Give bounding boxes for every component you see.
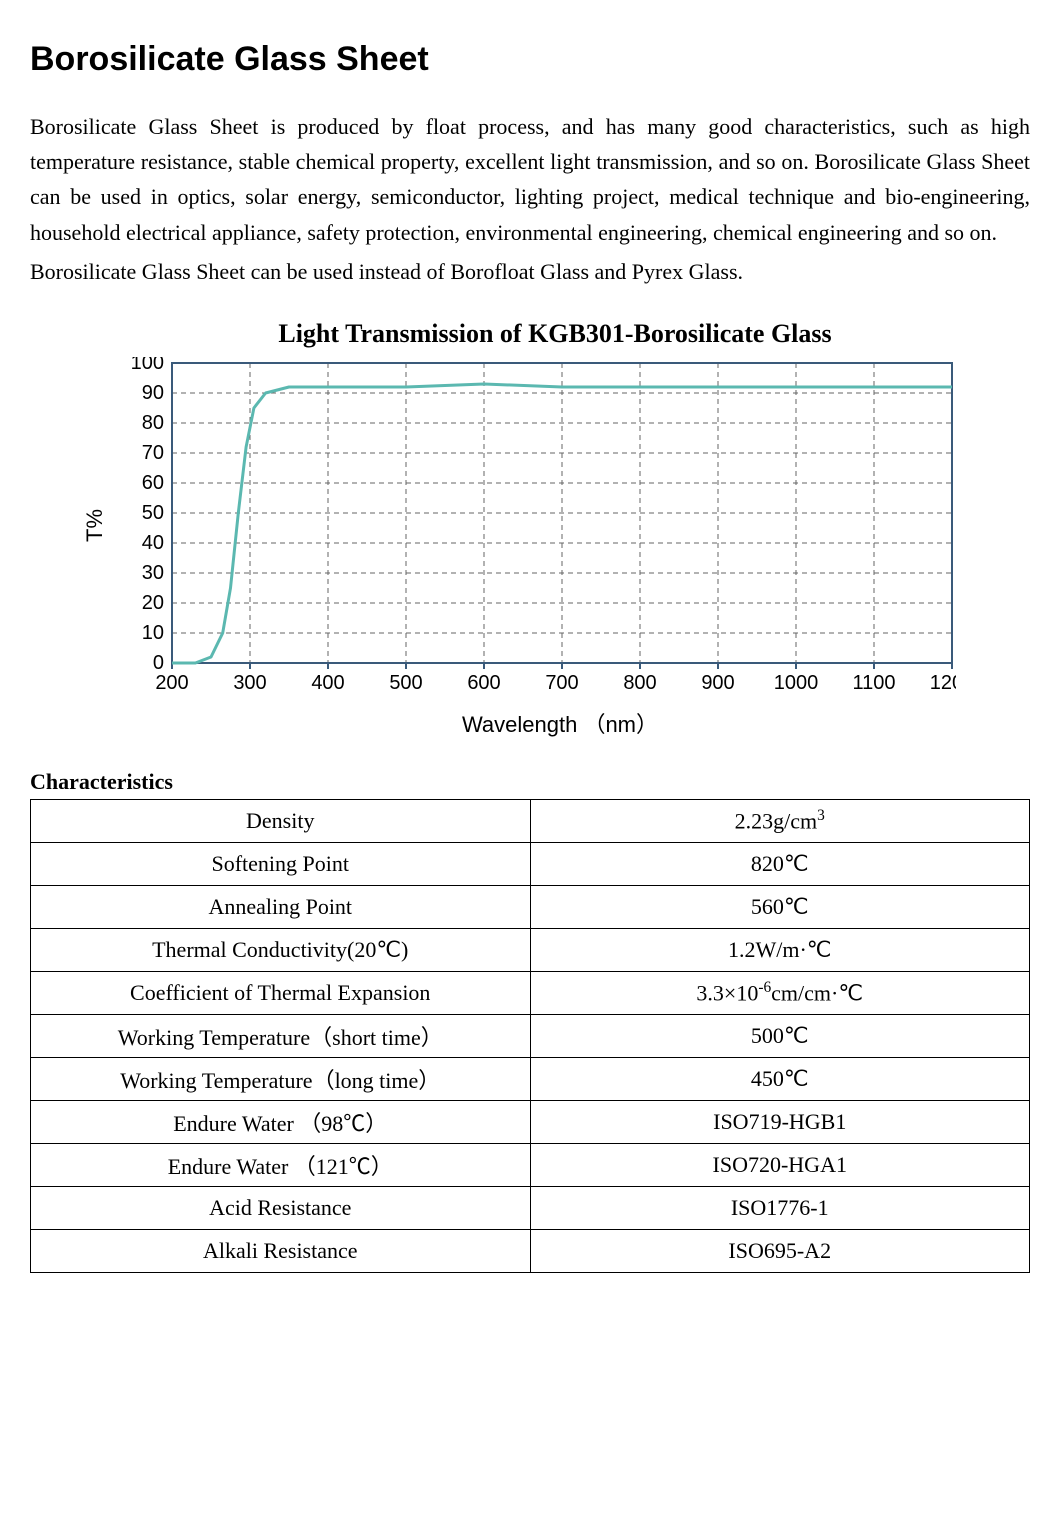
property-cell: Thermal Conductivity(20℃) xyxy=(31,928,531,971)
table-row: Endure Water （98℃）ISO719-HGB1 xyxy=(31,1100,1030,1143)
property-cell: Acid Resistance xyxy=(31,1186,531,1229)
value-cell: 450℃ xyxy=(530,1057,1030,1100)
svg-text:800: 800 xyxy=(623,672,656,694)
value-cell: ISO719-HGB1 xyxy=(530,1100,1030,1143)
table-row: Working Temperature（short time）500℃ xyxy=(31,1014,1030,1057)
value-cell: 500℃ xyxy=(530,1014,1030,1057)
table-row: Endure Water （121℃）ISO720-HGA1 xyxy=(31,1143,1030,1186)
svg-text:60: 60 xyxy=(142,472,164,494)
chart-title: Light Transmission of KGB301-Borosilicat… xyxy=(80,319,980,349)
svg-text:400: 400 xyxy=(311,672,344,694)
intro-paragraph-2: Borosilicate Glass Sheet can be used ins… xyxy=(30,254,1030,289)
value-cell: ISO720-HGA1 xyxy=(530,1143,1030,1186)
value-cell: ISO695-A2 xyxy=(530,1229,1030,1272)
chart-ylabel: T% xyxy=(82,512,108,542)
svg-text:20: 20 xyxy=(142,592,164,614)
table-row: Coefficient of Thermal Expansion3.3×10-6… xyxy=(31,971,1030,1014)
svg-text:200: 200 xyxy=(155,672,188,694)
svg-text:50: 50 xyxy=(142,502,164,524)
property-cell: Working Temperature（long time） xyxy=(31,1057,531,1100)
characteristics-table: Density2.23g/cm3Softening Point820℃Annea… xyxy=(30,799,1030,1273)
table-row: Working Temperature（long time）450℃ xyxy=(31,1057,1030,1100)
table-row: Thermal Conductivity(20℃)1.2W/m·℃ xyxy=(31,928,1030,971)
property-cell: Softening Point xyxy=(31,842,531,885)
value-cell: ISO1776-1 xyxy=(530,1186,1030,1229)
svg-text:10: 10 xyxy=(142,622,164,644)
chart-xlabel: Wavelength （nm） xyxy=(80,707,980,739)
property-cell: Annealing Point xyxy=(31,885,531,928)
svg-text:70: 70 xyxy=(142,442,164,464)
value-cell: 820℃ xyxy=(530,842,1030,885)
table-row: Softening Point820℃ xyxy=(31,842,1030,885)
svg-text:80: 80 xyxy=(142,412,164,434)
page-title: Borosilicate Glass Sheet xyxy=(30,40,1030,79)
table-row: Density2.23g/cm3 xyxy=(31,799,1030,842)
transmission-chart: Light Transmission of KGB301-Borosilicat… xyxy=(80,319,980,739)
table-row: Acid ResistanceISO1776-1 xyxy=(31,1186,1030,1229)
intro-paragraph-1: Borosilicate Glass Sheet is produced by … xyxy=(30,109,1030,250)
svg-text:1000: 1000 xyxy=(774,672,819,694)
svg-text:1200: 1200 xyxy=(930,672,956,694)
svg-text:600: 600 xyxy=(467,672,500,694)
property-cell: Coefficient of Thermal Expansion xyxy=(31,971,531,1014)
svg-text:300: 300 xyxy=(233,672,266,694)
svg-text:30: 30 xyxy=(142,562,164,584)
svg-text:40: 40 xyxy=(142,532,164,554)
value-cell: 1.2W/m·℃ xyxy=(530,928,1030,971)
characteristics-heading: Characteristics xyxy=(30,769,1030,795)
table-row: Annealing Point560℃ xyxy=(31,885,1030,928)
property-cell: Density xyxy=(31,799,531,842)
property-cell: Endure Water （121℃） xyxy=(31,1143,531,1186)
chart-plot-area: 0 10 20 30 40 50 60 70 80 90 100 200 300 400 500 600 700… xyxy=(116,357,956,697)
table-row: Alkali ResistanceISO695-A2 xyxy=(31,1229,1030,1272)
svg-text:900: 900 xyxy=(701,672,734,694)
svg-text:0: 0 xyxy=(153,652,164,674)
property-cell: Working Temperature（short time） xyxy=(31,1014,531,1057)
value-cell: 2.23g/cm3 xyxy=(530,799,1030,842)
svg-text:1100: 1100 xyxy=(852,672,895,694)
svg-text:700: 700 xyxy=(545,672,578,694)
svg-text:90: 90 xyxy=(142,382,164,404)
property-cell: Alkali Resistance xyxy=(31,1229,531,1272)
value-cell: 3.3×10-6cm/cm·℃ xyxy=(530,971,1030,1014)
svg-text:500: 500 xyxy=(389,672,422,694)
property-cell: Endure Water （98℃） xyxy=(31,1100,531,1143)
svg-text:100: 100 xyxy=(131,357,164,374)
value-cell: 560℃ xyxy=(530,885,1030,928)
